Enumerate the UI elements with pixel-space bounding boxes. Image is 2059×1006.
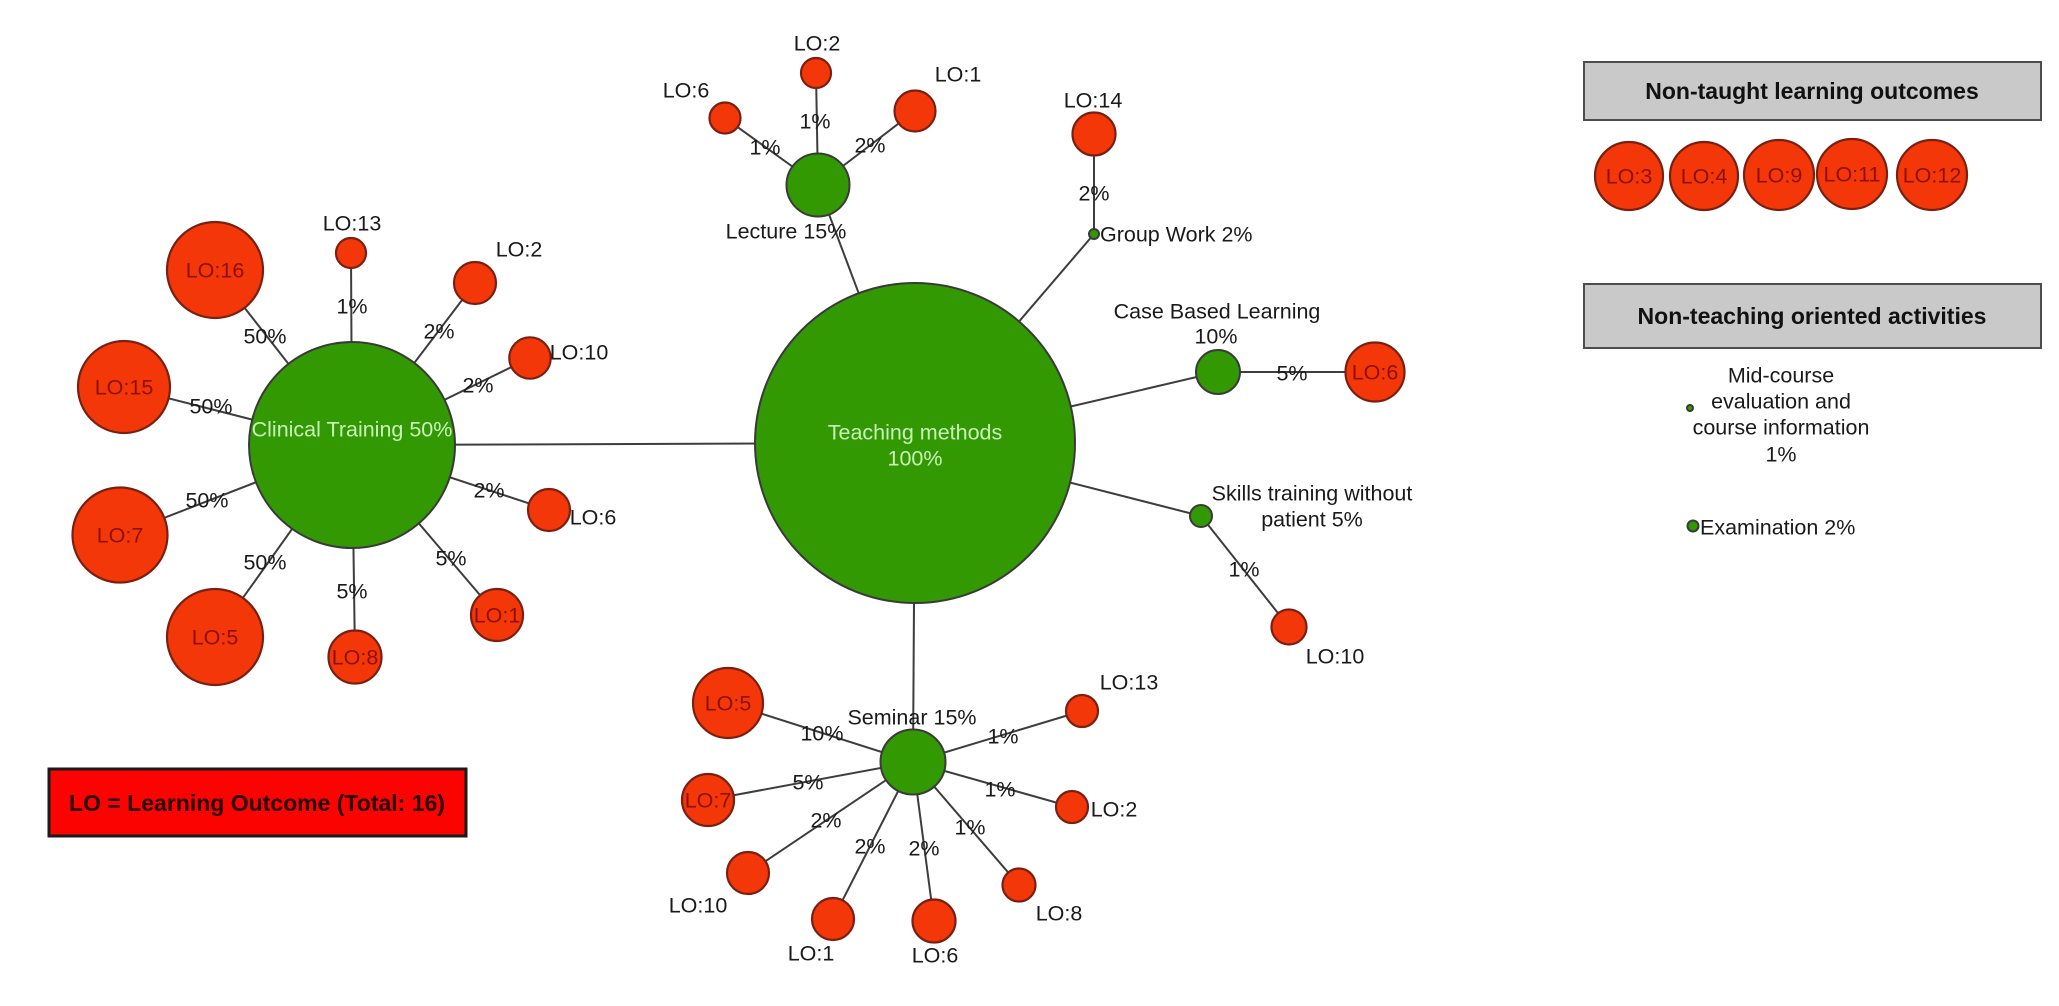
svg-text:LO:5: LO:5 <box>705 692 752 716</box>
svg-text:100%: 100% <box>888 447 943 471</box>
svg-text:LO:16: LO:16 <box>186 259 245 283</box>
svg-text:2%: 2% <box>473 479 504 503</box>
svg-text:LO:15: LO:15 <box>95 376 154 400</box>
svg-text:2%: 2% <box>462 374 493 398</box>
svg-text:evaluation and: evaluation and <box>1711 390 1851 414</box>
svg-text:Examination 2%: Examination 2% <box>1700 516 1855 540</box>
svg-text:LO:6: LO:6 <box>1352 361 1399 385</box>
svg-text:LO:10: LO:10 <box>669 894 728 918</box>
svg-text:LO:13: LO:13 <box>1100 671 1159 695</box>
svg-text:Clinical Training 50%: Clinical Training 50% <box>252 418 453 442</box>
svg-text:LO:11: LO:11 <box>1824 163 1881 187</box>
svg-text:LO:7: LO:7 <box>685 789 732 813</box>
svg-text:1%: 1% <box>1765 443 1796 467</box>
svg-text:1%: 1% <box>954 816 985 840</box>
svg-text:2%: 2% <box>854 835 885 859</box>
svg-text:5%: 5% <box>1276 362 1307 386</box>
svg-text:LO:8: LO:8 <box>1036 902 1083 926</box>
svg-text:Mid-course: Mid-course <box>1728 364 1834 388</box>
svg-text:1%: 1% <box>336 295 367 319</box>
svg-text:2%: 2% <box>908 837 939 861</box>
svg-text:50%: 50% <box>185 489 228 513</box>
svg-text:LO:3: LO:3 <box>1606 165 1653 189</box>
svg-text:Seminar 15%: Seminar 15% <box>847 706 976 730</box>
svg-text:10%: 10% <box>800 722 843 746</box>
svg-text:2%: 2% <box>423 320 454 344</box>
svg-text:LO:6: LO:6 <box>570 506 617 530</box>
svg-text:LO:2: LO:2 <box>496 238 543 262</box>
svg-text:Skills training without: Skills training without <box>1212 482 1413 506</box>
svg-text:LO:2: LO:2 <box>1091 798 1138 822</box>
svg-text:Non-teaching oriented activiti: Non-teaching oriented activities <box>1638 303 1987 329</box>
svg-text:LO:1: LO:1 <box>935 63 982 87</box>
svg-text:Non-taught learning outcomes: Non-taught learning outcomes <box>1645 78 1979 104</box>
svg-text:5%: 5% <box>435 547 466 571</box>
svg-text:LO:2: LO:2 <box>794 32 841 56</box>
svg-text:1%: 1% <box>799 110 830 134</box>
svg-text:5%: 5% <box>792 771 823 795</box>
svg-text:LO:5: LO:5 <box>192 626 239 650</box>
svg-text:patient 5%: patient 5% <box>1261 508 1363 532</box>
svg-text:LO:14: LO:14 <box>1064 89 1123 113</box>
svg-text:2%: 2% <box>1078 182 1109 206</box>
svg-text:10%: 10% <box>1194 325 1237 349</box>
svg-text:5%: 5% <box>336 580 367 604</box>
svg-text:Case Based Learning: Case Based Learning <box>1114 300 1321 324</box>
svg-text:Lecture 15%: Lecture 15% <box>726 220 847 244</box>
svg-text:LO:6: LO:6 <box>663 79 710 103</box>
svg-text:LO:1: LO:1 <box>474 604 521 628</box>
svg-text:Group Work 2%: Group Work 2% <box>1100 223 1253 247</box>
svg-text:LO = Learning Outcome (Total:: LO = Learning Outcome (Total: 16) <box>69 790 445 816</box>
svg-text:1%: 1% <box>987 725 1018 749</box>
svg-text:LO:6: LO:6 <box>912 944 959 968</box>
svg-text:LO:8: LO:8 <box>332 646 379 670</box>
svg-text:50%: 50% <box>189 395 232 419</box>
svg-text:1%: 1% <box>984 778 1015 802</box>
svg-text:LO:1: LO:1 <box>788 942 835 966</box>
svg-text:2%: 2% <box>810 809 841 833</box>
svg-text:LO:4: LO:4 <box>1681 165 1728 189</box>
svg-text:LO:10: LO:10 <box>550 341 609 365</box>
svg-text:LO:10: LO:10 <box>1306 645 1365 669</box>
svg-text:1%: 1% <box>749 136 780 160</box>
svg-text:course information: course information <box>1693 416 1870 440</box>
svg-text:1%: 1% <box>1228 558 1259 582</box>
svg-text:50%: 50% <box>243 325 286 349</box>
svg-text:LO:12: LO:12 <box>1903 164 1962 188</box>
svg-text:2%: 2% <box>854 134 885 158</box>
svg-text:50%: 50% <box>243 551 286 575</box>
svg-text:LO:7: LO:7 <box>97 524 144 548</box>
svg-text:LO:13: LO:13 <box>323 212 382 236</box>
svg-text:LO:9: LO:9 <box>1756 164 1803 188</box>
svg-text:Teaching methods: Teaching methods <box>828 421 1003 445</box>
